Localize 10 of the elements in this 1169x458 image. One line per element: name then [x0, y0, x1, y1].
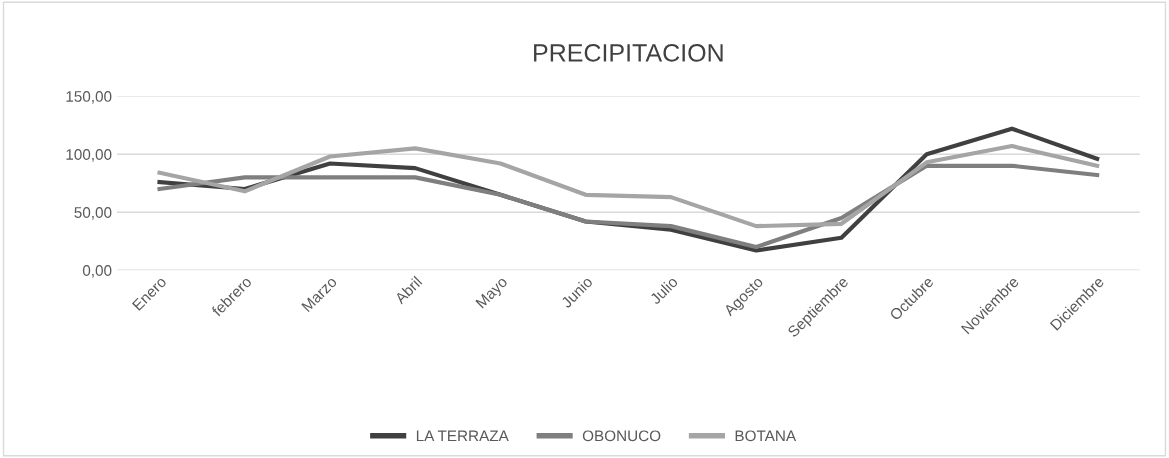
chart-title: PRECIPITACION [534, 44, 723, 62]
y-tick-label: 0,00 [82, 265, 112, 278]
legend-label: LA TERRAZA [416, 430, 509, 442]
legend-label: OBONUCO [582, 430, 661, 442]
legend-label: BOTANA [735, 430, 797, 442]
line-series [157, 143, 1100, 229]
y-tick-label: 50,00 [74, 207, 112, 220]
y-tick-label: 150,00 [66, 91, 112, 104]
x-tick-label: Julio [648, 275, 679, 306]
y-tick-label: 100,00 [66, 149, 112, 162]
